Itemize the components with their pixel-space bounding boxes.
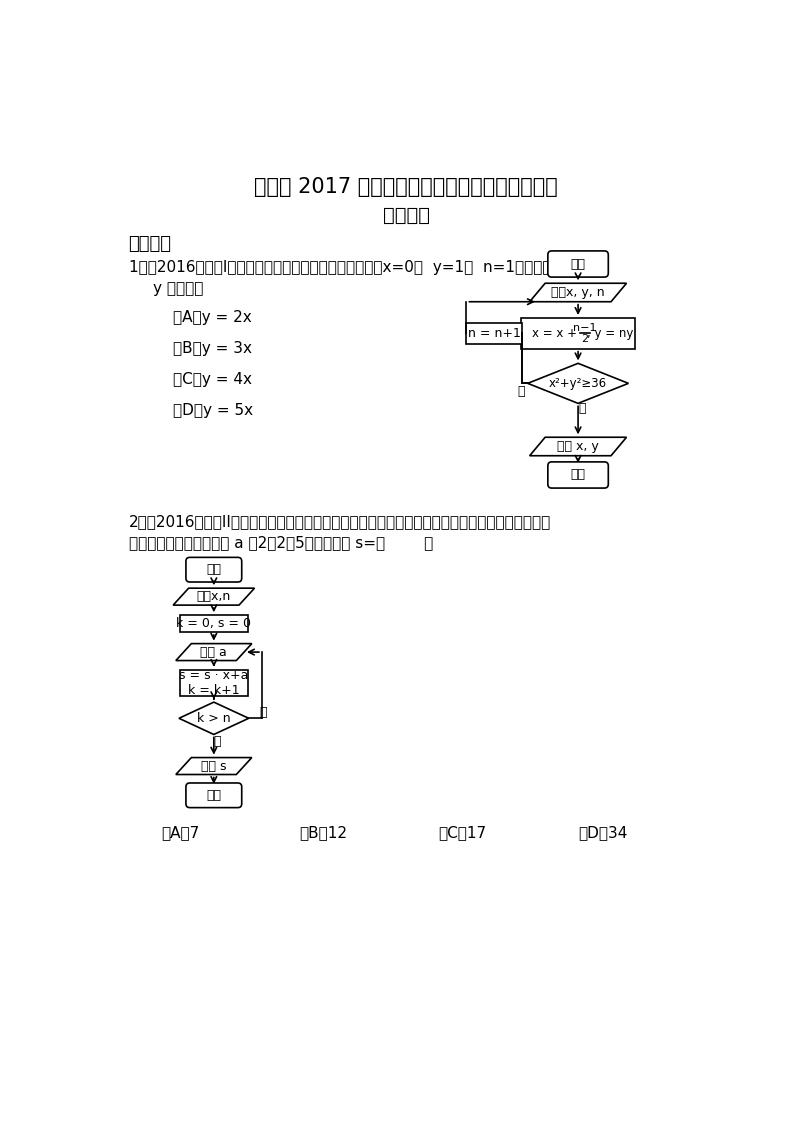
Text: 2: 2 <box>581 333 588 343</box>
Text: 算法初步: 算法初步 <box>382 206 430 226</box>
Bar <box>180 615 248 632</box>
Text: x = x +: x = x + <box>532 327 577 340</box>
FancyBboxPatch shape <box>548 251 608 277</box>
Text: 开始: 开始 <box>571 258 585 270</box>
Polygon shape <box>527 364 628 404</box>
Polygon shape <box>179 702 249 735</box>
Text: （B）y = 3x: （B）y = 3x <box>173 341 251 356</box>
Text: y 的值满足: y 的值满足 <box>153 282 204 296</box>
Text: 输入x, y, n: 输入x, y, n <box>551 286 605 298</box>
Text: 2、（2016年全国II卷）中国古代有计算多项式值得秦九韶算法，右图是实现该算法的程序框图，执: 2、（2016年全国II卷）中国古代有计算多项式值得秦九韶算法，右图是实现该算法… <box>128 514 551 528</box>
Text: （C）17: （C）17 <box>439 825 487 839</box>
FancyBboxPatch shape <box>186 558 242 582</box>
Text: 1、（2016年全国I卷）执行右面的程序框图，如果输入的x=0，  y=1，  n=1，则输出x，: 1、（2016年全国I卷）执行右面的程序框图，如果输入的x=0， y=1， n=… <box>128 259 569 275</box>
Text: （D）y = 5x: （D）y = 5x <box>173 403 253 417</box>
Text: k > n: k > n <box>197 711 231 725</box>
Polygon shape <box>173 588 255 605</box>
Text: （D）34: （D）34 <box>578 825 627 839</box>
Text: , y = ny: , y = ny <box>588 327 634 340</box>
Bar <box>180 670 248 696</box>
Text: x²+y²≥36: x²+y²≥36 <box>549 377 607 389</box>
Text: s = s · x+a
k = k+1: s = s · x+a k = k+1 <box>179 669 248 697</box>
Text: （A）7: （A）7 <box>161 825 199 839</box>
Text: 结束: 结束 <box>571 469 585 481</box>
Text: k = 0, s = 0: k = 0, s = 0 <box>176 617 251 631</box>
Polygon shape <box>176 757 252 774</box>
Polygon shape <box>530 283 626 302</box>
Text: 否: 否 <box>518 385 526 397</box>
Bar <box>466 322 523 344</box>
Text: 是: 是 <box>213 735 220 748</box>
Text: 行该程序框图，若输入的 a 为2，2，5，则输出的 s=（        ）: 行该程序框图，若输入的 a 为2，2，5，则输出的 s=（ ） <box>128 535 433 550</box>
Text: （A）y = 2x: （A）y = 2x <box>173 311 251 325</box>
Polygon shape <box>530 438 626 456</box>
Text: 一、框图: 一、框图 <box>128 234 171 252</box>
Text: 是: 是 <box>578 403 586 415</box>
Bar <box>521 318 635 349</box>
Text: 输入 a: 输入 a <box>201 645 228 659</box>
Text: 否: 否 <box>259 706 267 718</box>
Text: 输出 x, y: 输出 x, y <box>557 440 599 453</box>
Text: （B）12: （B）12 <box>299 825 347 839</box>
FancyBboxPatch shape <box>186 783 242 808</box>
Text: 开始: 开始 <box>206 563 221 577</box>
Text: n−1: n−1 <box>573 323 597 333</box>
Text: 结束: 结束 <box>206 789 221 802</box>
Polygon shape <box>176 644 252 661</box>
Text: 输出 s: 输出 s <box>201 760 227 773</box>
Text: （C）y = 4x: （C）y = 4x <box>173 373 251 387</box>
Text: n = n+1: n = n+1 <box>468 327 521 340</box>
Text: 输入x,n: 输入x,n <box>197 590 231 604</box>
FancyBboxPatch shape <box>548 462 608 488</box>
Text: 广东省 2017 届高三数学文一轮复习专题突破训练: 广东省 2017 届高三数学文一轮复习专题突破训练 <box>254 177 558 197</box>
